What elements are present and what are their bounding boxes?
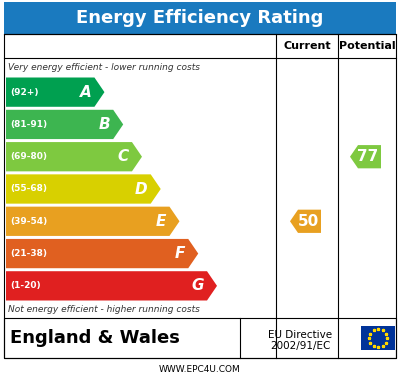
Text: C: C — [118, 149, 129, 164]
Text: A: A — [80, 85, 92, 100]
Text: F: F — [175, 246, 185, 261]
Text: Current: Current — [283, 41, 331, 51]
Polygon shape — [6, 271, 217, 300]
Text: EU Directive: EU Directive — [268, 330, 332, 340]
Polygon shape — [6, 110, 123, 139]
Polygon shape — [350, 145, 381, 168]
Text: Potential: Potential — [339, 41, 395, 51]
Polygon shape — [6, 174, 161, 204]
Polygon shape — [6, 239, 198, 268]
Text: England & Wales: England & Wales — [10, 329, 180, 347]
Text: G: G — [192, 278, 204, 293]
Polygon shape — [290, 210, 321, 233]
Text: Energy Efficiency Rating: Energy Efficiency Rating — [76, 9, 324, 27]
Text: (39-54): (39-54) — [10, 217, 47, 226]
Polygon shape — [6, 78, 104, 107]
Bar — [4, 2, 396, 34]
Text: (1-20): (1-20) — [10, 281, 41, 290]
Text: (55-68): (55-68) — [10, 185, 47, 194]
Bar — [4, 34, 396, 358]
Text: Not energy efficient - higher running costs: Not energy efficient - higher running co… — [8, 305, 200, 315]
Text: 77: 77 — [357, 149, 379, 164]
Text: B: B — [98, 117, 110, 132]
Polygon shape — [6, 142, 142, 171]
Text: 50: 50 — [297, 214, 319, 229]
Text: Very energy efficient - lower running costs: Very energy efficient - lower running co… — [8, 62, 200, 71]
Text: D: D — [135, 182, 148, 196]
Bar — [4, 318, 396, 358]
Text: (21-38): (21-38) — [10, 249, 47, 258]
Text: (69-80): (69-80) — [10, 152, 47, 161]
Text: 2002/91/EC: 2002/91/EC — [270, 341, 330, 351]
Text: (81-91): (81-91) — [10, 120, 47, 129]
Text: E: E — [156, 214, 166, 229]
Polygon shape — [6, 207, 180, 236]
Bar — [361, 326, 395, 350]
Text: WWW.EPC4U.COM: WWW.EPC4U.COM — [159, 365, 241, 374]
Text: (92+): (92+) — [10, 88, 38, 97]
